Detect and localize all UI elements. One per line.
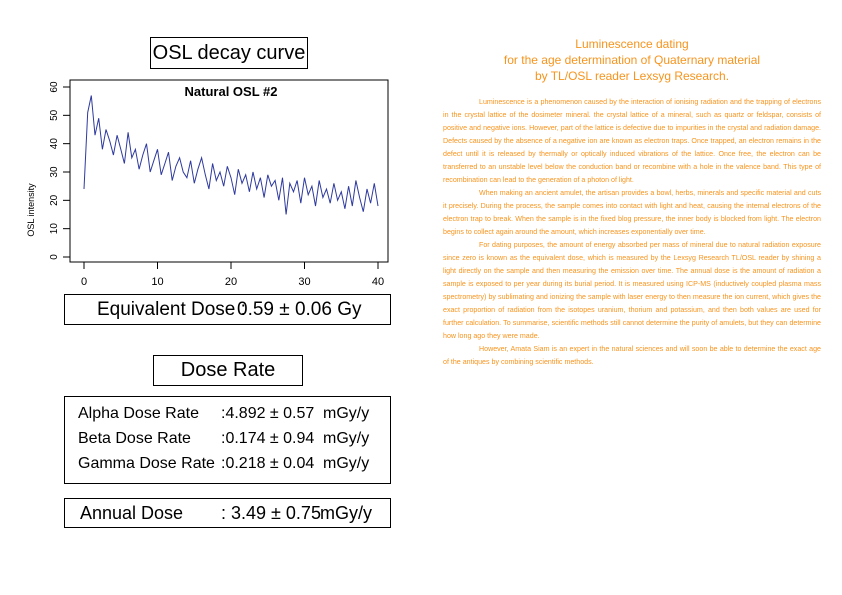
dose-rate-title: Dose Rate [180, 359, 276, 381]
y-tick-label-3: 30 [49, 166, 60, 178]
series-group [83, 95, 379, 215]
annual-dose-box: Annual Dose : 3.49 ± 0.75 mGy/y [64, 498, 391, 528]
y-tick-label-6: 60 [49, 81, 60, 93]
annual-dose-label: Annual Dose [80, 503, 184, 523]
y-tick-label-1: 10 [49, 223, 60, 235]
annual-dose-value: : 3.49 ± 0.75 [221, 503, 321, 523]
equivalent-dose-value: 0.59 ± 0.06 Gy [237, 299, 362, 320]
rate-name: Gamma Dose Rate [78, 455, 215, 472]
rate-unit: mGy/y [323, 455, 370, 472]
article-paragraph: When making an ancient amulet, the artis… [443, 189, 821, 236]
equivalent-dose-box: Equivalent Dose : 0.59 ± 0.06 Gy [64, 294, 391, 325]
y-tick-label-5: 50 [49, 109, 60, 121]
x-tick-label-4: 40 [372, 276, 384, 288]
osl-title: OSL decay curve [152, 41, 306, 64]
chart-title: Natural OSL #2 [185, 84, 278, 99]
y-tick-label-0: 0 [49, 254, 60, 260]
article-paragraph: Luminescence is a phenomenon caused by t… [443, 98, 821, 184]
alpha-dose-row: Alpha Dose Rate :4.892 ± 0.57 mGy/y [78, 405, 388, 427]
x-tick-label-3: 30 [298, 276, 310, 288]
osl-decay-chart: Natural OSL #2 OSL intensity 0 10 20 30 40 50… [26, 79, 389, 288]
x-axis: 0 10 20 30 40 [81, 262, 384, 288]
y-axis-label: OSL intensity [26, 183, 36, 237]
article-paragraph: For dating purposes, the amount of energ… [443, 241, 821, 340]
y-axis: 0 10 20 30 40 50 60 [49, 81, 71, 260]
rate-value: :0.174 ± 0.94 [221, 430, 315, 447]
y-tick-label-4: 40 [49, 138, 60, 150]
osl-title-box: OSL decay curve [150, 37, 308, 69]
rate-value: :4.892 ± 0.57 [221, 405, 315, 422]
rate-unit: mGy/y [323, 430, 370, 447]
annual-dose-unit: mGy/y [320, 503, 372, 523]
x-tick-label-0: 0 [81, 276, 87, 288]
article: Luminescence dating for the age determin… [443, 36, 821, 369]
series-line-0 [83, 95, 379, 215]
article-paragraph: However, Amata Siam is an expert in the … [443, 345, 821, 366]
rate-unit: mGy/y [323, 405, 370, 422]
x-tick-label-1: 10 [151, 276, 163, 288]
rate-name: Alpha Dose Rate [78, 405, 199, 422]
gamma-dose-row: Gamma Dose Rate :0.218 ± 0.04 mGy/y [78, 455, 388, 477]
y-tick-label-2: 20 [49, 194, 60, 206]
dose-rate-title-box: Dose Rate [153, 355, 303, 386]
rate-name: Beta Dose Rate [78, 430, 191, 447]
article-title: Luminescence dating for the age determin… [443, 36, 821, 84]
article-title-line: Luminescence dating [575, 37, 689, 51]
dose-rates-box: Alpha Dose Rate :4.892 ± 0.57 mGy/y Beta… [64, 396, 391, 484]
article-title-line: for the age determination of Quaternary … [503, 53, 761, 67]
article-title-line: by TL/OSL reader Lexsyg Research. [534, 69, 730, 83]
rate-value: :0.218 ± 0.04 [221, 455, 315, 472]
equivalent-dose-label: Equivalent Dose : [97, 299, 246, 320]
beta-dose-row: Beta Dose Rate :0.174 ± 0.94 mGy/y [78, 430, 388, 452]
x-tick-label-2: 20 [225, 276, 237, 288]
